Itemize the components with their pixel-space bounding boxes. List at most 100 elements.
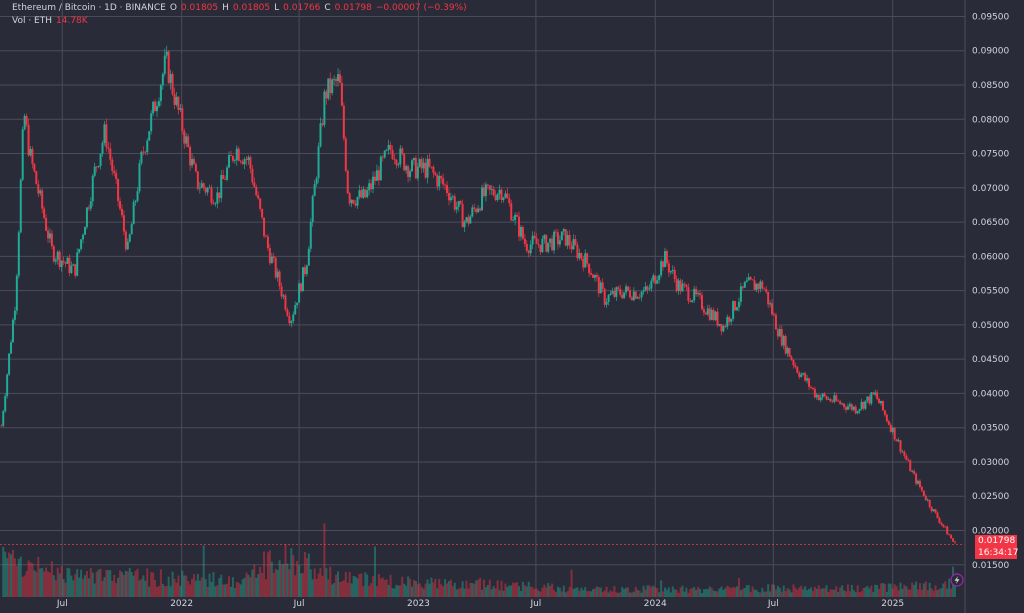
candle-body xyxy=(687,287,690,301)
lightning-icon[interactable] xyxy=(950,573,964,587)
candle-body xyxy=(21,129,24,180)
volume-bar xyxy=(91,572,94,597)
volume-bar xyxy=(344,571,347,597)
candle-body xyxy=(570,245,573,250)
candle-body xyxy=(531,235,534,245)
candle-body xyxy=(652,275,655,281)
volume-bar xyxy=(833,589,836,597)
candle-body xyxy=(533,235,536,239)
price-tick-label: 0.03000 xyxy=(972,458,1009,468)
candle-body xyxy=(311,196,314,222)
volume-bar xyxy=(848,591,851,597)
candle-body xyxy=(788,348,791,357)
candle-body xyxy=(83,227,86,235)
candle-body xyxy=(839,401,842,404)
volume-bar xyxy=(181,570,184,597)
change-value: −0.00007 (−0.39%) xyxy=(375,3,467,13)
volume-bar xyxy=(932,590,935,597)
volume-bar xyxy=(695,590,698,597)
volume-bar xyxy=(56,567,59,597)
candle-body xyxy=(798,372,801,377)
volume-bar xyxy=(381,577,384,597)
candle-body xyxy=(932,509,935,512)
volume-bar xyxy=(173,578,176,597)
candle-body xyxy=(171,73,174,94)
volume-bar xyxy=(15,565,18,597)
candle-body xyxy=(593,275,596,278)
volume-bar xyxy=(259,566,262,597)
volume-bar xyxy=(62,579,65,597)
candle-body xyxy=(126,241,129,250)
volume-bar xyxy=(10,554,13,597)
volume-bar xyxy=(691,588,694,597)
candle-body xyxy=(261,208,264,218)
candle-body xyxy=(469,216,472,224)
volume-bar xyxy=(47,571,50,597)
time-tick-label: 2023 xyxy=(407,599,430,609)
candle-body xyxy=(356,196,359,206)
candle-body xyxy=(389,144,392,150)
candle-body xyxy=(734,301,737,311)
volume-bar xyxy=(525,586,528,597)
volume-bar xyxy=(136,568,139,597)
time-tick-label: 2024 xyxy=(644,599,667,609)
candle-body xyxy=(794,365,797,368)
candle-body xyxy=(451,196,454,198)
volume-bar xyxy=(276,569,279,597)
volume-bar xyxy=(771,584,774,597)
candle-body xyxy=(288,315,291,324)
volume-label[interactable]: Vol · ETH xyxy=(12,16,52,26)
volume-bar xyxy=(481,589,484,597)
volume-bar xyxy=(790,592,793,597)
candle-body xyxy=(282,295,285,297)
candle-body xyxy=(307,248,310,266)
volume-bar xyxy=(130,572,133,597)
volume-bar xyxy=(27,560,30,597)
volume-bar xyxy=(482,579,485,597)
volume-bar xyxy=(239,584,242,597)
candle-body xyxy=(167,51,170,83)
volume-bar xyxy=(43,571,46,597)
candle-body xyxy=(883,410,886,415)
candle-body xyxy=(743,282,746,288)
volume-bar xyxy=(510,585,513,597)
candle-body xyxy=(15,275,18,311)
volume-bar xyxy=(187,580,190,597)
volume-bar xyxy=(516,582,519,597)
candle-body xyxy=(163,55,166,74)
candle-body xyxy=(518,216,521,237)
open-label: O xyxy=(169,3,177,13)
candle-body xyxy=(459,201,462,204)
volume-bar xyxy=(163,585,166,597)
candle-body xyxy=(915,473,918,484)
volume-bar xyxy=(887,583,890,597)
candle-body xyxy=(767,291,770,305)
candle-body xyxy=(662,261,665,268)
symbol-title[interactable]: Ethereum / Bitcoin · 1D · BINANCE xyxy=(12,3,166,13)
volume-bar xyxy=(185,575,188,597)
candle-body xyxy=(695,288,698,295)
volume-bar xyxy=(449,579,452,597)
candle-body xyxy=(198,187,201,189)
candle-body xyxy=(87,207,90,209)
candle-body xyxy=(375,170,378,181)
candle-body xyxy=(19,179,22,233)
candle-body xyxy=(564,229,567,246)
candle-body xyxy=(714,311,717,321)
candle-body xyxy=(208,187,211,189)
volume-bar xyxy=(377,574,380,597)
volume-bar xyxy=(496,580,499,597)
candle-body xyxy=(39,190,42,194)
volume-bar xyxy=(492,586,495,597)
volume-bar xyxy=(654,587,657,597)
volume-bar xyxy=(165,586,168,597)
volume-bar xyxy=(405,585,408,597)
volume-bar xyxy=(484,587,487,597)
volume-bar xyxy=(825,585,828,597)
candle-body xyxy=(811,387,814,389)
candle-body xyxy=(558,240,561,245)
volume-bar xyxy=(228,576,231,597)
candle-body xyxy=(144,151,147,153)
candle-body xyxy=(29,148,32,156)
